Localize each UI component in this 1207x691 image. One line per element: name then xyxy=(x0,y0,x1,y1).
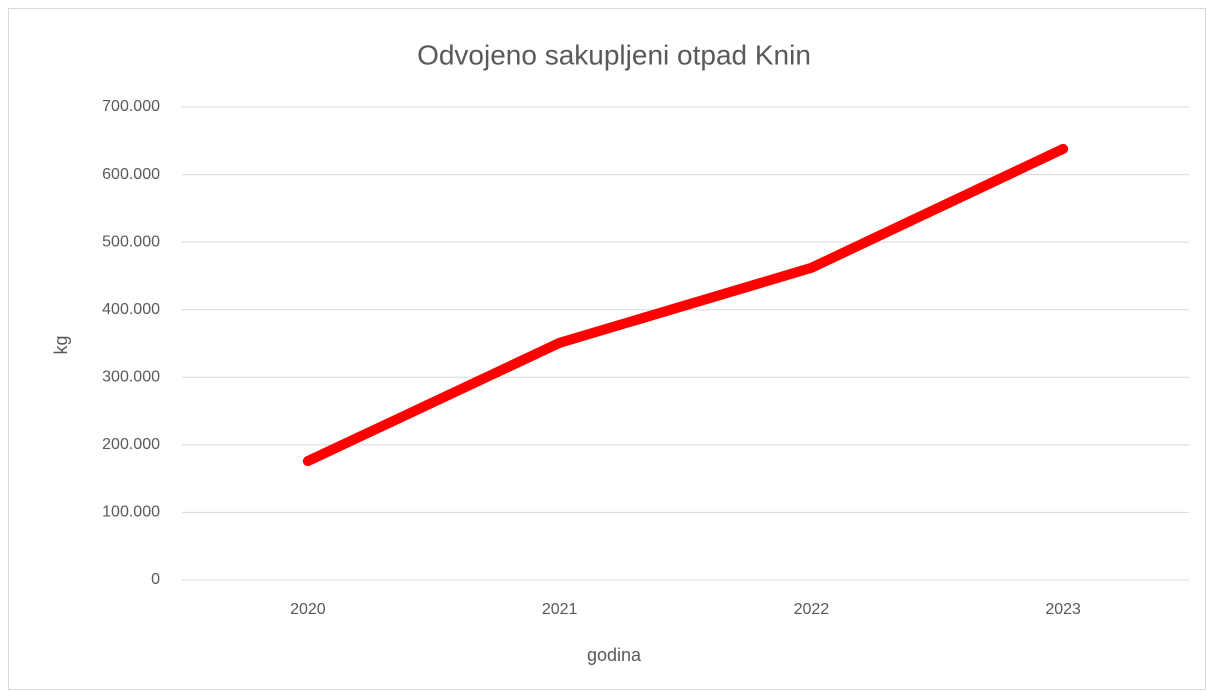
y-tick-label: 400.000 xyxy=(102,301,160,318)
x-tick-label: 2020 xyxy=(290,601,326,618)
chart-title: Odvojeno sakupljeni otpad Knin xyxy=(417,39,811,70)
y-tick-label: 600.000 xyxy=(102,166,160,183)
x-tick-label: 2023 xyxy=(1045,601,1081,618)
chart-border xyxy=(8,8,1206,690)
y-tick-label: 700.000 xyxy=(102,98,160,115)
x-tick-label: 2022 xyxy=(794,601,830,618)
x-axis-label: godina xyxy=(587,645,642,665)
data-line xyxy=(302,143,1069,467)
y-axis-label: kg xyxy=(51,335,71,354)
x-tick-label: 2021 xyxy=(542,601,578,618)
y-tick-label: 0 xyxy=(151,571,160,588)
y-tick-label: 100.000 xyxy=(102,504,160,521)
y-tick-label: 300.000 xyxy=(102,369,160,386)
y-tick-label: 500.000 xyxy=(102,233,160,250)
y-tick-label: 200.000 xyxy=(102,436,160,453)
